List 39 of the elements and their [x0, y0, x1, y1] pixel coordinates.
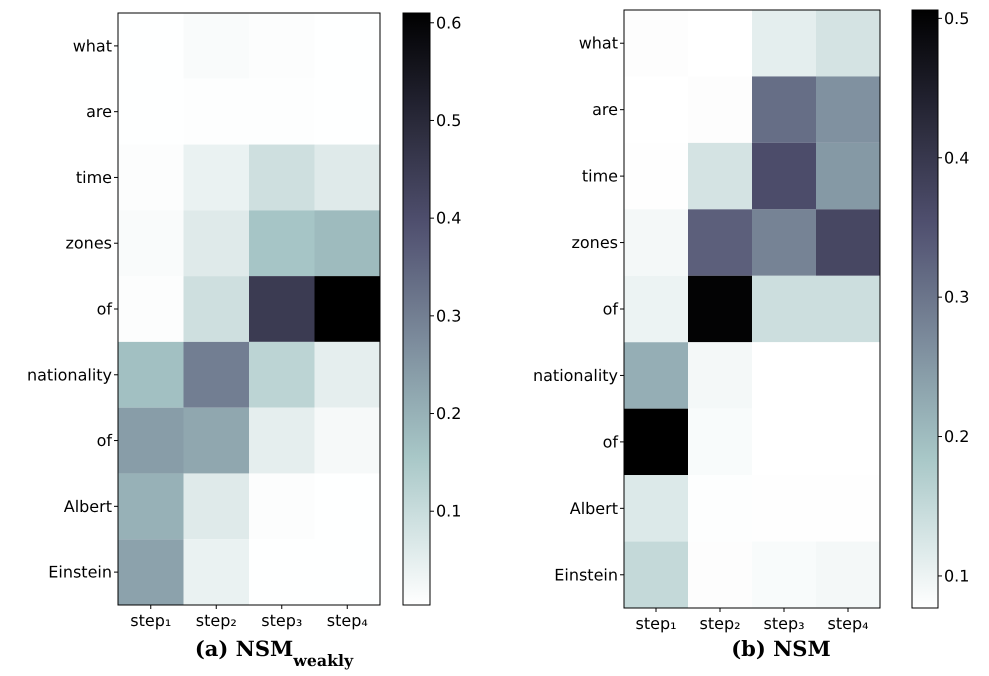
- x-tick-label: step₄: [827, 614, 869, 633]
- text: (a) NSM$_{weakly}$: [194, 636, 354, 670]
- x-tick-label: step₁: [130, 611, 172, 630]
- y-tick-label: nationality: [26, 365, 112, 384]
- y-tick-label: zones: [571, 233, 618, 252]
- color-bar-label: 0.3: [436, 306, 462, 326]
- y-tick-label: are: [592, 100, 618, 120]
- y-tick-label: Einstein: [48, 562, 112, 582]
- x-tick-label: step₃: [261, 611, 302, 630]
- color-bar-label: 0.1: [436, 502, 462, 521]
- y-tick-label: of: [602, 432, 618, 452]
- text: (b) NSM: [731, 636, 831, 661]
- y-tick-label: what: [72, 36, 112, 56]
- y-tick-label: nationality: [532, 366, 618, 385]
- color-bar-label: 0.4: [436, 208, 462, 228]
- color-bar-label: 0.1: [944, 566, 970, 586]
- y-tick-label: what: [578, 34, 618, 53]
- x-tick-label: step₁: [635, 614, 677, 633]
- color-bar-label: 0.5: [944, 8, 970, 28]
- x-tick-label: step₃: [763, 614, 805, 633]
- y-tick-label: zones: [65, 234, 112, 253]
- x-tick-label: step₂: [699, 614, 741, 633]
- y-tick-label: are: [86, 102, 112, 122]
- y-tick-label: Albert: [64, 496, 112, 516]
- x-tick-label: step₄: [326, 611, 368, 630]
- color-bar-label: 0.3: [944, 288, 970, 307]
- color-bar-label: 0.2: [944, 427, 970, 446]
- color-bar-label: 0.6: [436, 13, 462, 32]
- y-tick-label: time: [582, 166, 618, 186]
- color-bar-label: 0.4: [944, 148, 970, 168]
- x-tick-label: step₂: [196, 611, 237, 630]
- y-tick-label: time: [76, 168, 112, 187]
- color-bar-label: 0.2: [436, 404, 462, 424]
- y-tick-label: of: [96, 300, 112, 318]
- y-tick-label: Einstein: [554, 565, 618, 584]
- y-tick-label: Albert: [570, 498, 618, 518]
- y-tick-label: of: [602, 300, 618, 318]
- color-bar-label: 0.5: [436, 110, 462, 130]
- y-tick-label: of: [96, 431, 112, 450]
